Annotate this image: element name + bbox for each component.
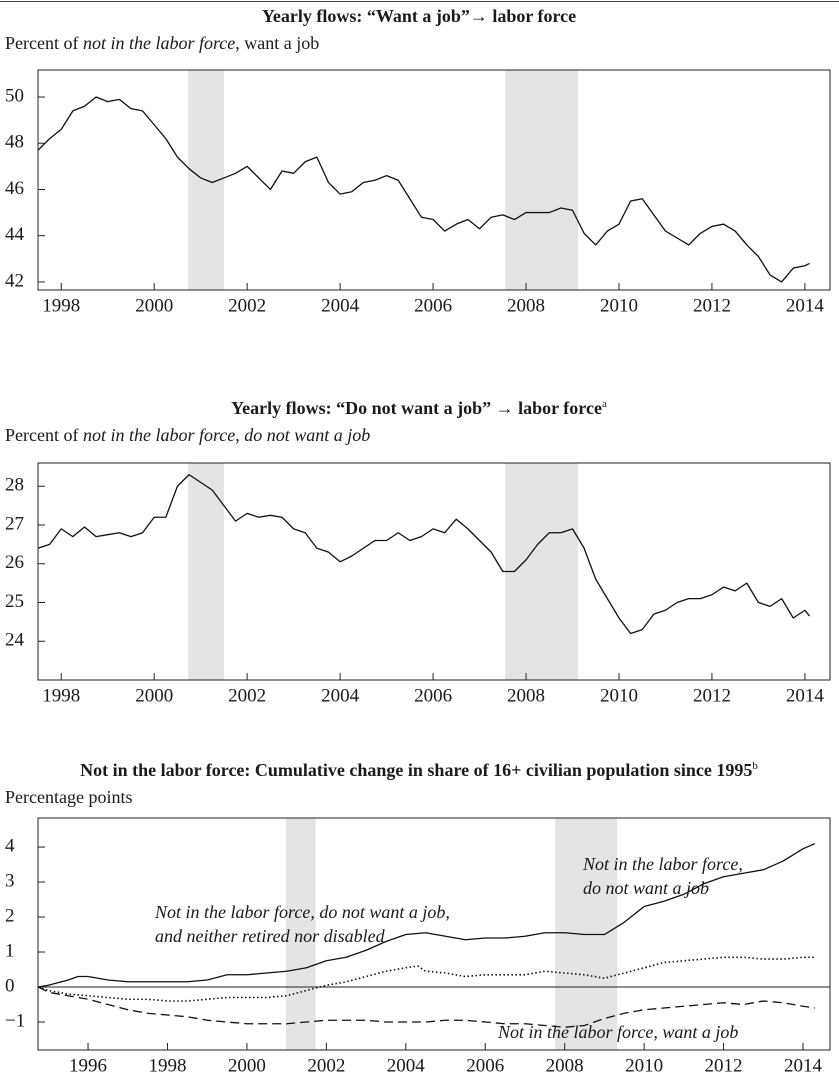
chart-title: Yearly flows: “Do not want a job” → labo… bbox=[231, 398, 607, 419]
y-tick-label: −1 bbox=[5, 1010, 25, 1031]
x-tick-label: 2012 bbox=[693, 295, 731, 316]
subtitle-part: , bbox=[235, 425, 244, 445]
x-tick-label: 2006 bbox=[466, 1055, 504, 1076]
title-text: Yearly flows: “Want a job”→ labor force bbox=[262, 6, 576, 26]
x-tick-label: 2014 bbox=[786, 295, 825, 316]
subtitle-part: Percent of bbox=[5, 33, 83, 53]
y-tick-label: 2 bbox=[5, 905, 15, 926]
x-tick-label: 2004 bbox=[387, 1055, 426, 1076]
x-tick-label: 2008 bbox=[546, 1055, 584, 1076]
data-line bbox=[37, 473, 811, 635]
y-tick-label: 50 bbox=[5, 85, 24, 106]
title-note: b bbox=[752, 760, 758, 772]
x-tick-label: 2010 bbox=[600, 295, 638, 316]
x-tick-label: 2006 bbox=[414, 685, 452, 706]
subtitle-part: do not want a job bbox=[244, 425, 370, 445]
x-tick-label: 2000 bbox=[135, 685, 173, 706]
x-tick-label: 2008 bbox=[507, 685, 545, 706]
y-tick-label: 44 bbox=[5, 224, 25, 245]
x-tick-label: 2002 bbox=[228, 685, 266, 706]
x-tick-label: 2002 bbox=[228, 295, 266, 316]
y-tick-label: 24 bbox=[5, 630, 25, 651]
y-tick-label: 42 bbox=[5, 270, 24, 291]
data-line bbox=[37, 96, 810, 283]
y-tick-label: 46 bbox=[5, 178, 24, 199]
series-label: Not in the labor force, do not want a jo… bbox=[154, 902, 450, 946]
plot-frame bbox=[37, 817, 831, 1051]
subtitle-part: , want a job bbox=[235, 33, 319, 53]
x-tick-label: 2010 bbox=[625, 1055, 663, 1076]
x-tick-label: 1996 bbox=[69, 1055, 107, 1076]
y-tick-label: 28 bbox=[5, 475, 24, 496]
x-tick-label: 2010 bbox=[600, 685, 638, 706]
series-label-line: do not want a job bbox=[583, 878, 709, 898]
x-tick-label: 2014 bbox=[786, 685, 825, 706]
y-tick-label: 27 bbox=[5, 513, 24, 534]
recession-shade bbox=[285, 818, 316, 1050]
recession-shade bbox=[505, 70, 579, 290]
y-tick-label: 0 bbox=[5, 975, 15, 996]
series-label-line: Not in the labor force, do not want a jo… bbox=[154, 902, 450, 922]
x-tick-label: 1998 bbox=[42, 295, 80, 316]
x-tick-label: 2004 bbox=[321, 295, 360, 316]
subtitle: Percent of not in the labor force, want … bbox=[5, 33, 319, 53]
series-label: Not in the labor force, do not want a job bbox=[582, 854, 743, 898]
recession-shade bbox=[188, 463, 224, 680]
plot-frame bbox=[37, 69, 831, 291]
series-label-line: and neither retired nor disabled bbox=[155, 926, 386, 946]
subtitle-part: Percent of bbox=[5, 425, 83, 445]
data-line bbox=[38, 986, 816, 1028]
chart-title: Yearly flows: “Want a job”→ labor force bbox=[262, 6, 576, 26]
x-tick-label: 1998 bbox=[148, 1055, 186, 1076]
subtitle-part: not in the labor force bbox=[83, 425, 235, 445]
subtitle-part: not in the labor force bbox=[83, 33, 235, 53]
series-label: Not in the labor force, want a job bbox=[497, 1022, 738, 1042]
data-line bbox=[38, 842, 816, 988]
subtitle: Percent of not in the labor force, do no… bbox=[5, 425, 370, 445]
series-label-line: Not in the labor force, bbox=[582, 854, 743, 874]
x-tick-label: 2008 bbox=[507, 295, 545, 316]
title-text: Yearly flows: “Do not want a job” → labo… bbox=[231, 398, 602, 418]
x-tick-label: 2004 bbox=[321, 685, 360, 706]
subtitle: Percentage points bbox=[5, 787, 132, 807]
y-tick-label: 25 bbox=[5, 591, 24, 612]
x-tick-label: 2002 bbox=[307, 1055, 345, 1076]
y-tick-label: 26 bbox=[5, 552, 24, 573]
y-tick-label: 1 bbox=[5, 940, 15, 961]
chart-title: Not in the labor force: Cumulative chang… bbox=[80, 760, 758, 781]
x-tick-label: 2014 bbox=[784, 1055, 823, 1076]
x-tick-label: 1998 bbox=[42, 685, 80, 706]
recession-shade bbox=[505, 463, 579, 680]
x-tick-label: 2000 bbox=[135, 295, 173, 316]
data-line bbox=[38, 956, 815, 1002]
x-tick-label: 2006 bbox=[414, 295, 452, 316]
y-tick-label: 48 bbox=[5, 132, 24, 153]
y-tick-label: 4 bbox=[5, 835, 15, 856]
y-tick-label: 3 bbox=[5, 870, 15, 891]
title-text: Not in the labor force: Cumulative chang… bbox=[80, 760, 752, 780]
plot-frame bbox=[37, 462, 831, 681]
subtitle-part: Percentage points bbox=[5, 787, 132, 807]
x-tick-label: 2012 bbox=[705, 1055, 743, 1076]
title-note: a bbox=[602, 398, 607, 410]
x-tick-label: 2000 bbox=[228, 1055, 266, 1076]
x-tick-label: 2012 bbox=[693, 685, 731, 706]
